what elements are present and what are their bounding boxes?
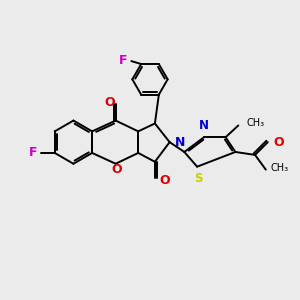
Text: F: F	[28, 146, 37, 159]
Text: N: N	[175, 136, 185, 148]
Text: CH₃: CH₃	[271, 163, 289, 173]
Text: O: O	[160, 174, 170, 187]
Text: N: N	[199, 119, 209, 132]
Text: O: O	[104, 96, 115, 110]
Text: O: O	[274, 136, 284, 148]
Text: F: F	[119, 54, 128, 67]
Text: CH₃: CH₃	[246, 118, 264, 128]
Text: O: O	[111, 163, 122, 176]
Text: S: S	[194, 172, 202, 184]
